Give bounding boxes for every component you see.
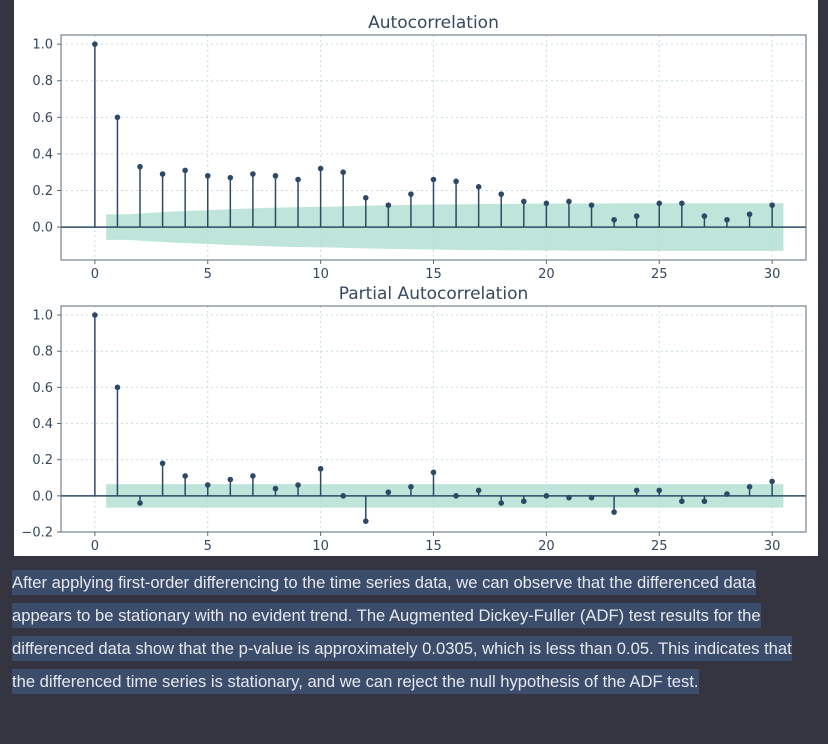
analysis-summary: After applying first-order differencing … (12, 566, 812, 698)
pacf-point (317, 465, 324, 472)
pacf-point (679, 498, 685, 505)
pacf-ytick-label: 0.0 (32, 489, 53, 504)
pacf-xtick-label: 0 (91, 539, 99, 554)
acf-xtick-label: 25 (651, 267, 668, 282)
pacf-point (182, 473, 188, 479)
acf-point (182, 167, 188, 174)
pacf-point (588, 494, 595, 501)
acf-ytick-label: 0.4 (32, 147, 53, 162)
acf-point (498, 191, 505, 197)
pacf-point (272, 485, 279, 492)
pacf-point (227, 476, 234, 483)
acf-point (137, 163, 143, 170)
acf-point (385, 202, 392, 208)
pacf-ytick-label: 0.6 (32, 381, 53, 396)
acf-xtick-label: 10 (312, 267, 329, 282)
acf-point (724, 216, 730, 223)
pacf-ytick-label: 1.0 (32, 309, 53, 324)
pacf-point (159, 460, 166, 467)
pacf-point (385, 489, 392, 496)
acf-point (317, 165, 324, 172)
acf-xtick-label: 0 (91, 267, 99, 282)
pacf-xtick-label: 15 (425, 539, 442, 554)
pacf-point (408, 484, 414, 490)
acf-point (250, 171, 256, 177)
acf-xtick-label: 15 (425, 267, 442, 282)
acf-ytick-label: 0.2 (32, 184, 53, 199)
pacf-point (453, 493, 459, 499)
acf-title: Autocorrelation (368, 13, 499, 33)
acf-ytick-label: 0.0 (32, 221, 53, 236)
acf-point (340, 169, 346, 175)
acf-point (656, 200, 663, 207)
pacf-point (724, 491, 730, 497)
acf-ytick-label: 0.8 (32, 74, 53, 89)
acf-point (633, 213, 640, 219)
acf-point (611, 216, 617, 223)
pacf-point (340, 493, 346, 499)
acf-point (588, 202, 595, 208)
chart-canvas: Autocorrelation 0 5 10 15 20 25 30 1.0 0.8 0.6 0.4 0… (21, 13, 807, 554)
acf-point (701, 213, 708, 219)
acf-point (543, 200, 550, 207)
acf-point (204, 173, 211, 179)
pacf-xtick-label: 10 (312, 539, 329, 554)
pacf-point (498, 500, 505, 506)
acf-ytick-label: 1.0 (32, 38, 53, 53)
pacf-point (430, 469, 437, 476)
pacf-xtick-label: 30 (764, 539, 781, 554)
acf-point (746, 211, 753, 218)
acf-point (679, 200, 685, 207)
acf-point (408, 191, 414, 197)
acf-xtick-label: 5 (204, 267, 212, 282)
pacf-ytick-label: 0.8 (32, 345, 53, 360)
pacf-point (295, 482, 301, 488)
pacf-point (92, 312, 98, 318)
pacf-xtick-label: 25 (651, 539, 668, 554)
summary-text: After applying first-order differencing … (12, 570, 792, 694)
acf-pacf-figure: Autocorrelation 0 5 10 15 20 25 30 1.0 0.8 0.6 0.4 0… (14, 0, 818, 556)
acf-point (295, 176, 301, 183)
acf-point (521, 198, 527, 205)
pacf-point (521, 498, 527, 505)
pacf-point (633, 487, 640, 494)
acf-point (475, 184, 482, 190)
pacf-xtick-label: 5 (204, 539, 212, 554)
acf-point (227, 174, 234, 181)
pacf-point (475, 487, 482, 494)
pacf-point (701, 498, 708, 505)
pacf-ytick-label: −0.2 (21, 526, 53, 541)
pacf-point (543, 493, 550, 499)
pacf-ytick-label: 0.2 (32, 453, 53, 468)
acf-xtick-label: 20 (538, 267, 555, 282)
pacf-point (566, 494, 572, 501)
pacf-point (656, 487, 663, 494)
pacf-point (769, 478, 775, 485)
pacf-point (114, 384, 121, 391)
acf-point (92, 41, 98, 47)
pacf-point (137, 500, 143, 506)
pacf-point (746, 484, 753, 490)
pacf-point (204, 482, 211, 488)
acf-ytick-label: 0.6 (32, 111, 53, 126)
pacf-xtick-label: 20 (538, 539, 555, 554)
acf-point (272, 173, 279, 179)
acf-xtick-label: 30 (764, 267, 781, 282)
pacf-point (362, 518, 369, 524)
pacf-title: Partial Autocorrelation (339, 284, 529, 304)
acf-point (114, 114, 121, 121)
acf-point (769, 202, 775, 208)
acf-point (362, 195, 369, 201)
acf-point (430, 176, 437, 183)
pacf-point (250, 473, 256, 479)
acf-point (453, 178, 459, 185)
pacf-ytick-label: 0.4 (32, 417, 53, 432)
pacf-point (611, 509, 617, 515)
acf-point (159, 171, 166, 177)
acf-point (566, 198, 572, 205)
